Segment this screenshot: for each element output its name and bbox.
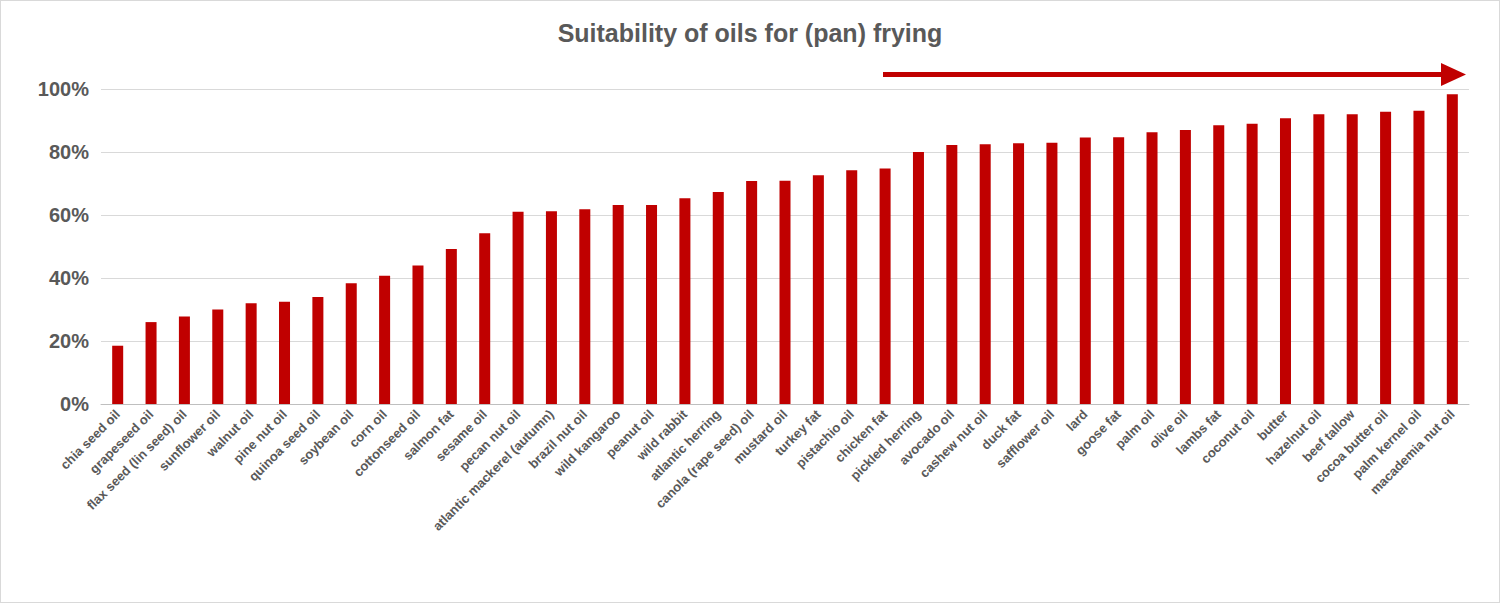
svg-text:duck fat: duck fat (978, 406, 1024, 453)
svg-text:cashew nut oil: cashew nut oil (916, 406, 991, 481)
svg-text:cocoa butter oil: cocoa butter oil (1311, 406, 1391, 486)
svg-text:walnut oil: walnut oil (203, 406, 257, 460)
svg-text:olive oil: olive oil (1145, 406, 1191, 452)
svg-text:beef tallow: beef tallow (1299, 406, 1358, 465)
svg-text:peanut oil: peanut oil (602, 406, 657, 461)
svg-text:brazil nut oil: brazil nut oil (525, 406, 591, 472)
svg-text:pine nut oil: pine nut oil (230, 406, 290, 467)
svg-text:corn oil: corn oil (346, 406, 390, 451)
svg-text:canola (rape seed) oil: canola (rape seed) oil (652, 406, 757, 512)
svg-text:palm oil: palm oil (1112, 406, 1158, 452)
svg-text:pecan nut oil: pecan nut oil (456, 406, 524, 474)
svg-text:lambs fat: lambs fat (1173, 406, 1225, 458)
svg-text:butter: butter (1254, 406, 1291, 444)
svg-text:soybean oil: soybean oil (295, 406, 357, 468)
svg-text:atlantic herring: atlantic herring (646, 406, 724, 484)
svg-text:0%: 0% (60, 393, 89, 415)
svg-text:sunflower oil: sunflower oil (155, 406, 224, 474)
svg-text:quinoa seed oil: quinoa seed oil (245, 406, 324, 485)
svg-text:coconut oil: coconut oil (1198, 407, 1258, 467)
svg-text:wild rabbit: wild rabbit (633, 406, 691, 464)
svg-text:60%: 60% (49, 204, 89, 226)
svg-text:macademia nut oil: macademia nut oil (1367, 407, 1458, 498)
svg-text:lard: lard (1063, 407, 1090, 434)
svg-text:turkey fat: turkey fat (771, 406, 824, 459)
svg-text:goose fat: goose fat (1073, 406, 1125, 458)
svg-text:hazelnut oil: hazelnut oil (1263, 406, 1325, 468)
svg-text:20%: 20% (49, 330, 89, 352)
svg-text:pistachio oil: pistachio oil (792, 406, 857, 471)
svg-text:grapeseed oil: grapeseed oil (86, 406, 157, 477)
svg-text:safflower oil: safflower oil (993, 407, 1057, 471)
svg-text:atlantic mackerel (autumn): atlantic mackerel (autumn) (430, 407, 557, 534)
svg-text:pickled herring: pickled herring (847, 406, 924, 484)
svg-text:80%: 80% (49, 141, 89, 163)
svg-text:100%: 100% (38, 78, 89, 100)
svg-text:flax seed (lin seed) oil: flax seed (lin seed) oil (83, 406, 190, 513)
svg-text:salmon fat: salmon fat (400, 406, 457, 464)
svg-text:sesame oil: sesame oil (432, 406, 490, 465)
svg-text:chia seed oil: chia seed oil (57, 406, 123, 473)
svg-text:cottonseed oil: cottonseed oil (350, 406, 424, 480)
svg-text:avocado oil: avocado oil (896, 406, 958, 468)
svg-text:Suitability of oils for (pan): Suitability of oils for (pan) frying (558, 19, 943, 47)
svg-text:palm kernel oil: palm kernel oil (1349, 406, 1425, 482)
svg-text:40%: 40% (49, 267, 89, 289)
svg-text:mustard oil: mustard oil (730, 406, 791, 467)
svg-text:wild kangaroo: wild kangaroo (551, 406, 624, 479)
svg-text:chicken fat: chicken fat (831, 406, 891, 466)
